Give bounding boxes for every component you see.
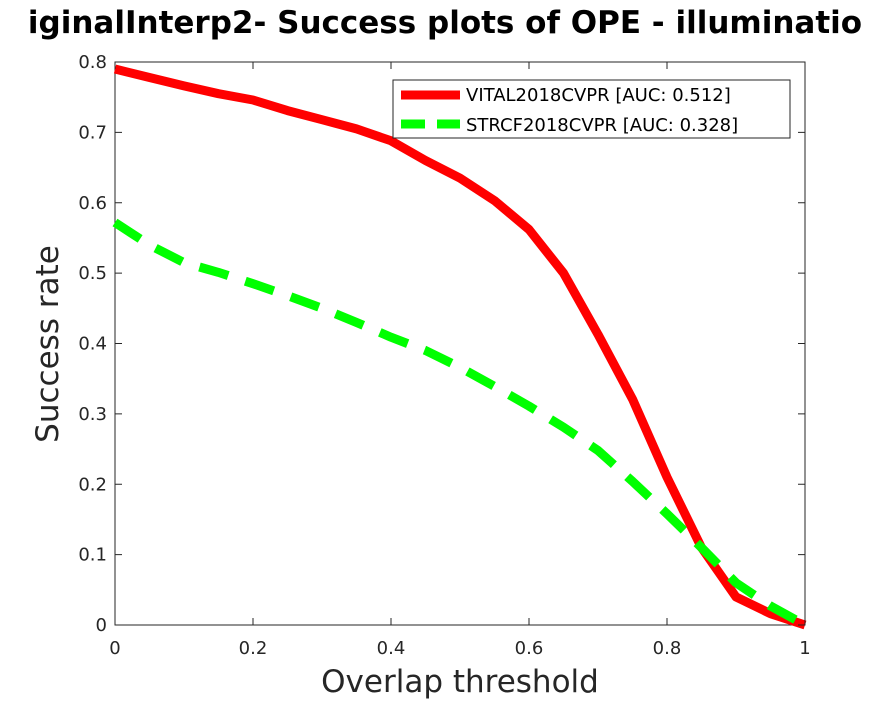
y-tick-label: 0.1 <box>78 545 107 566</box>
x-tick-label: 0.6 <box>515 638 544 659</box>
y-tick-label: 0.6 <box>78 193 107 214</box>
ticks-layer: 0 0.2 0.4 0.6 0.8 1 0 0.1 0.2 0.3 0.4 0.5 0.6 0.7 0.8 <box>78 52 810 659</box>
legend-label-vital: VITAL2018CVPR [AUC: 0.512] <box>466 85 731 106</box>
y-axis-label: Success rate <box>30 245 66 443</box>
chart-title: iginalInterp2- Success plots of OPE - il… <box>28 5 862 41</box>
x-tick-label: 1 <box>799 638 810 659</box>
y-tick-label: 0.4 <box>78 334 107 355</box>
x-tick-label: 0.2 <box>239 638 268 659</box>
x-tick-label: 0.4 <box>377 638 406 659</box>
y-tick-label: 0.2 <box>78 474 107 495</box>
y-tick-label: 0.8 <box>78 52 107 73</box>
y-tick-label: 0.5 <box>78 263 107 284</box>
x-tick-label: 0.8 <box>653 638 682 659</box>
y-tick-label: 0.7 <box>78 122 107 143</box>
series-layer <box>112 64 808 630</box>
y-tick-label: 0.3 <box>78 404 107 425</box>
legend-label-strcf: STRCF2018CVPR [AUC: 0.328] <box>466 115 738 136</box>
series-line-vital <box>113 64 807 630</box>
x-tick-label: 0 <box>109 638 120 659</box>
legend: VITAL2018CVPR [AUC: 0.512] STRCF2018CVPR… <box>392 79 791 139</box>
x-axis-label: Overlap threshold <box>321 664 599 700</box>
y-tick-label: 0 <box>96 615 107 636</box>
